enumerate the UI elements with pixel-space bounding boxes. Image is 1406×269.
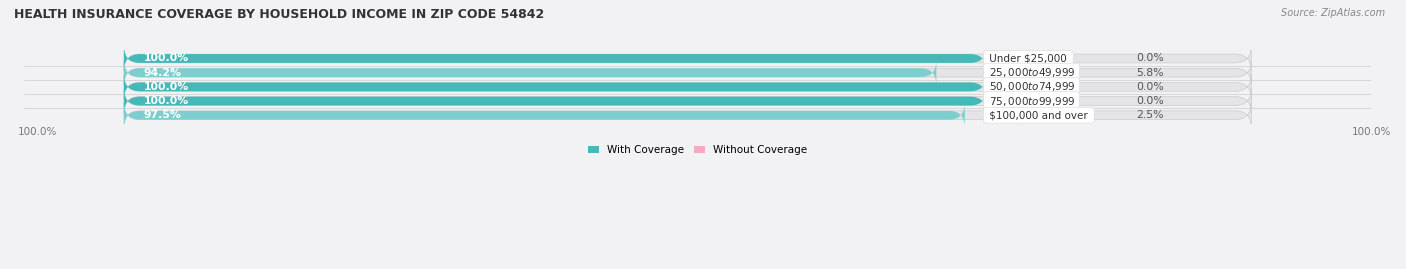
Text: Under $25,000: Under $25,000 [987,54,1070,63]
Legend: With Coverage, Without Coverage: With Coverage, Without Coverage [583,141,811,159]
FancyBboxPatch shape [124,60,936,85]
Text: 94.2%: 94.2% [143,68,181,78]
Text: $75,000 to $99,999: $75,000 to $99,999 [987,95,1077,108]
Text: $50,000 to $74,999: $50,000 to $74,999 [987,80,1077,93]
FancyBboxPatch shape [124,74,987,100]
Text: $25,000 to $49,999: $25,000 to $49,999 [987,66,1077,79]
Text: 2.5%: 2.5% [1136,110,1164,120]
Text: 100.0%: 100.0% [143,54,190,63]
FancyBboxPatch shape [124,46,987,71]
FancyBboxPatch shape [124,102,965,128]
FancyBboxPatch shape [987,89,1032,114]
FancyBboxPatch shape [987,74,1032,100]
Text: 5.8%: 5.8% [1136,68,1164,78]
FancyBboxPatch shape [124,60,1251,85]
Text: $100,000 and over: $100,000 and over [987,110,1091,120]
FancyBboxPatch shape [124,102,1251,128]
Text: HEALTH INSURANCE COVERAGE BY HOUSEHOLD INCOME IN ZIP CODE 54842: HEALTH INSURANCE COVERAGE BY HOUSEHOLD I… [14,8,544,21]
FancyBboxPatch shape [124,89,1251,114]
Text: Source: ZipAtlas.com: Source: ZipAtlas.com [1281,8,1385,18]
FancyBboxPatch shape [987,102,1019,128]
Text: 100.0%: 100.0% [143,82,190,92]
FancyBboxPatch shape [124,89,987,114]
Text: 97.5%: 97.5% [143,110,181,120]
FancyBboxPatch shape [124,74,1251,100]
FancyBboxPatch shape [124,46,1251,71]
Text: 0.0%: 0.0% [1136,54,1164,63]
Text: 0.0%: 0.0% [1136,96,1164,106]
FancyBboxPatch shape [987,46,1032,71]
Text: 0.0%: 0.0% [1136,82,1164,92]
Text: 100.0%: 100.0% [143,96,190,106]
FancyBboxPatch shape [987,60,1062,85]
